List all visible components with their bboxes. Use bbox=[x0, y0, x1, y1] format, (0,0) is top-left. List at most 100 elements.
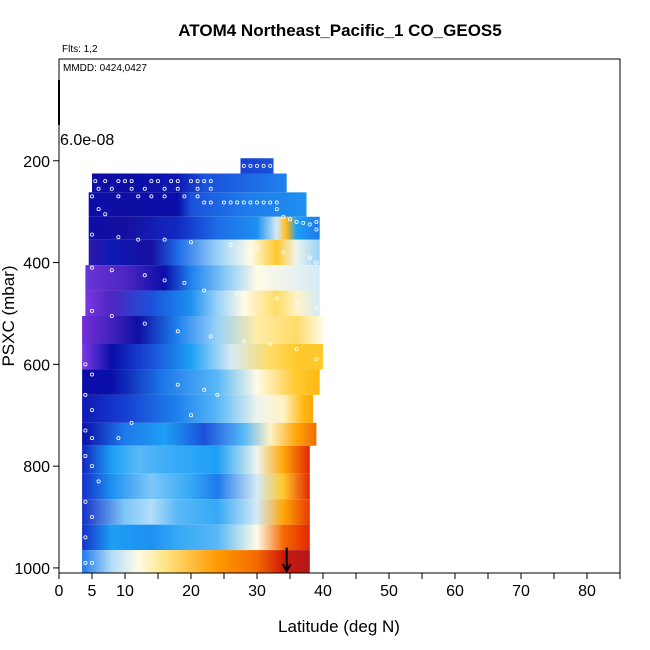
observation-point bbox=[254, 200, 259, 205]
heatmap-bands bbox=[82, 158, 323, 573]
observation-point bbox=[294, 301, 299, 306]
heatmap-band bbox=[82, 394, 314, 423]
observation-point bbox=[202, 179, 207, 184]
observation-point bbox=[83, 428, 88, 433]
latitude-marker-arrow bbox=[281, 547, 292, 574]
observation-point bbox=[90, 265, 95, 270]
observation-point bbox=[162, 186, 167, 191]
observation-point bbox=[188, 240, 193, 245]
observation-point bbox=[162, 278, 167, 283]
observation-point bbox=[195, 186, 200, 191]
observation-point bbox=[175, 179, 180, 184]
observation-point bbox=[241, 200, 246, 205]
heatmap-band bbox=[82, 422, 317, 446]
observation-point bbox=[188, 413, 193, 418]
observation-point bbox=[208, 179, 213, 184]
observation-point bbox=[208, 186, 213, 191]
observation-point bbox=[155, 179, 160, 184]
plot-frame bbox=[58, 58, 621, 574]
observation-point bbox=[235, 291, 240, 296]
observation-point bbox=[202, 288, 207, 293]
y-tick-label: 200 bbox=[23, 154, 50, 171]
observation-point bbox=[314, 219, 319, 224]
observation-point bbox=[215, 392, 220, 397]
heatmap-band bbox=[82, 316, 323, 344]
observation-point bbox=[90, 515, 95, 520]
x-tick-label: 70 bbox=[512, 583, 530, 600]
observation-point bbox=[123, 179, 128, 184]
heatmap-band bbox=[88, 216, 320, 240]
observation-point bbox=[90, 372, 95, 377]
observation-point bbox=[116, 194, 121, 199]
observation-point bbox=[116, 235, 121, 240]
observation-point bbox=[83, 453, 88, 458]
observation-point bbox=[83, 362, 88, 367]
observation-point bbox=[109, 186, 114, 191]
observation-point bbox=[254, 245, 259, 250]
observation-point bbox=[175, 382, 180, 387]
x-tick-label: 0 bbox=[55, 583, 64, 600]
observation-point bbox=[90, 194, 95, 199]
y-tick-label: 800 bbox=[23, 459, 50, 476]
observation-point bbox=[136, 237, 141, 242]
observation-point bbox=[149, 194, 154, 199]
x-axis-label: Latitude (deg N) bbox=[278, 617, 400, 636]
observation-point bbox=[248, 200, 253, 205]
observation-point bbox=[182, 194, 187, 199]
observation-point bbox=[90, 308, 95, 313]
observation-point bbox=[149, 179, 154, 184]
observation-point bbox=[116, 436, 121, 441]
observation-point bbox=[208, 334, 213, 339]
observation-point bbox=[281, 250, 286, 255]
observation-point bbox=[96, 186, 101, 191]
observation-point bbox=[182, 280, 187, 285]
observation-point bbox=[228, 242, 233, 247]
y-tick-label: 1000 bbox=[14, 561, 50, 578]
observation-point bbox=[136, 194, 141, 199]
observation-point bbox=[307, 222, 312, 227]
observation-point bbox=[90, 408, 95, 413]
x-tick-label: 30 bbox=[248, 583, 266, 600]
observation-point bbox=[314, 227, 319, 232]
heatmap-band bbox=[92, 173, 287, 193]
observation-point bbox=[96, 207, 101, 212]
heatmap-band bbox=[82, 445, 310, 474]
heatmap-band bbox=[82, 524, 310, 551]
observation-point bbox=[254, 163, 259, 168]
observation-point bbox=[314, 306, 319, 311]
x-axis: 0 5 10 20 30 40 50 60 70 80 bbox=[55, 573, 621, 600]
heatmap-band bbox=[88, 239, 320, 266]
observation-point bbox=[274, 200, 279, 205]
y-tick-label: 600 bbox=[23, 357, 50, 374]
heatmap-band bbox=[82, 473, 310, 500]
observation-point bbox=[195, 194, 200, 199]
x-tick-label: 40 bbox=[314, 583, 332, 600]
observation-point bbox=[202, 387, 207, 392]
heatmap-band bbox=[88, 192, 307, 217]
observation-point bbox=[202, 200, 207, 205]
observation-point bbox=[261, 163, 266, 168]
observation-point bbox=[103, 212, 108, 217]
observation-point bbox=[90, 464, 95, 469]
observation-point bbox=[109, 268, 114, 273]
observation-point bbox=[90, 436, 95, 441]
heatmap-band bbox=[85, 290, 320, 316]
observation-point bbox=[109, 313, 114, 318]
observation-point bbox=[162, 237, 167, 242]
observation-point bbox=[235, 200, 240, 205]
observation-point bbox=[248, 163, 253, 168]
observation-point bbox=[162, 194, 167, 199]
observation-point bbox=[294, 347, 299, 352]
observation-point bbox=[129, 179, 134, 184]
observation-point bbox=[169, 179, 174, 184]
x-tick-label: 10 bbox=[116, 583, 134, 600]
observation-point bbox=[294, 219, 299, 224]
y-axis: 200 400 600 800 1000 bbox=[14, 154, 59, 578]
observation-point bbox=[241, 163, 246, 168]
observation-point bbox=[83, 560, 88, 565]
observation-point bbox=[83, 499, 88, 504]
chart-title: ATOM4 Northeast_Pacific_1 CO_GEOS5 bbox=[178, 21, 501, 40]
observation-point bbox=[228, 200, 233, 205]
observation-point bbox=[268, 200, 273, 205]
